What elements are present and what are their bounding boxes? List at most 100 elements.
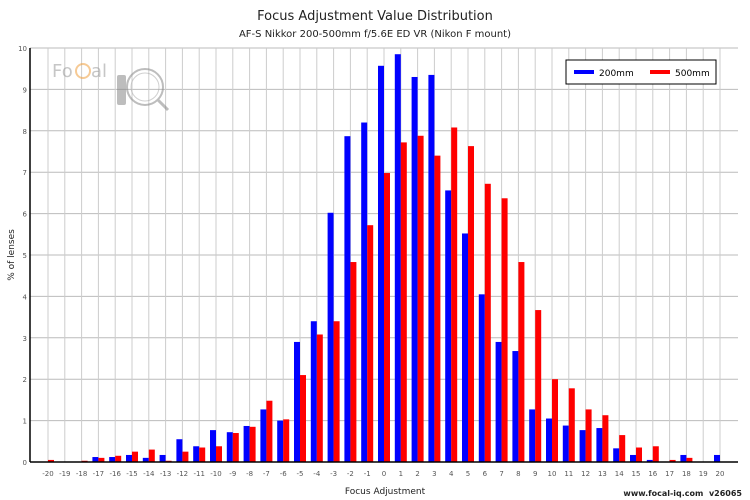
x-tick-label: -3 [330, 470, 337, 478]
bar-200mm [714, 454, 720, 462]
bar-200mm [277, 420, 284, 462]
x-tick-label: 11 [564, 470, 573, 478]
x-tick-label: 17 [665, 470, 674, 478]
x-tick-label: -16 [109, 470, 121, 478]
bar-500mm [585, 409, 592, 462]
bar-200mm [344, 136, 351, 462]
y-tick-label: 9 [23, 86, 27, 94]
x-tick-label: -4 [313, 470, 321, 478]
bar-200mm [176, 439, 183, 462]
bar-200mm [562, 425, 569, 462]
bar-500mm [333, 321, 340, 462]
x-axis-label: Focus Adjustment [345, 487, 426, 497]
x-tick-label: 19 [699, 470, 708, 478]
bar-500mm [669, 459, 676, 462]
x-tick-label: -12 [177, 470, 188, 478]
bar-500mm [216, 446, 222, 462]
bar-500mm [316, 334, 323, 462]
x-tick-label: 7 [499, 470, 503, 478]
bar-200mm [546, 418, 552, 462]
y-tick-label: 7 [23, 169, 27, 177]
x-tick-label: 20 [716, 470, 725, 478]
bar-500mm [367, 225, 374, 462]
y-tick-label: 6 [23, 211, 28, 219]
bar-200mm [378, 65, 384, 462]
bar-500mm [249, 426, 256, 462]
bar-500mm [98, 457, 105, 462]
bar-200mm [512, 351, 519, 462]
x-tick-label: 10 [548, 470, 557, 478]
bar-500mm [148, 449, 155, 462]
x-tick-label: -17 [93, 470, 104, 478]
bar-500mm [232, 433, 239, 462]
bar-500mm [400, 142, 407, 462]
x-tick-label: -6 [280, 470, 288, 478]
x-tick-label: 0 [382, 470, 386, 478]
bar-200mm [478, 294, 485, 462]
bar-500mm [468, 146, 474, 463]
bar-200mm [142, 457, 149, 462]
x-tick-label: -2 [347, 470, 354, 478]
x-tick-label: -9 [229, 470, 236, 478]
x-tick-label: -8 [246, 470, 253, 478]
bar-200mm [411, 76, 418, 462]
bar-200mm [193, 446, 200, 462]
x-tick-label: 16 [648, 470, 657, 478]
x-tick-label: 5 [466, 470, 470, 478]
legend: 200mm 500mm [565, 59, 717, 85]
y-tick-label: 10 [18, 45, 27, 53]
bar-200mm [260, 409, 267, 462]
x-tick-label: 2 [415, 470, 419, 478]
bar-500mm [636, 447, 642, 462]
bar-200mm [109, 457, 116, 462]
bar-200mm [646, 459, 653, 462]
bar-200mm [680, 454, 687, 462]
bar-500mm [686, 457, 693, 462]
bar-200mm [445, 190, 452, 462]
bar-500mm [384, 173, 390, 462]
bar-200mm [613, 448, 620, 462]
x-tick-label: -5 [297, 470, 304, 478]
x-tick-label: -13 [160, 470, 171, 478]
bar-500mm [48, 459, 54, 462]
bar-500mm [434, 155, 441, 462]
bar-500mm [115, 455, 122, 462]
legend-500mm: 500mm [675, 69, 710, 79]
bar-200mm [630, 454, 636, 462]
bar-500mm [417, 135, 424, 462]
x-tick-label: 6 [483, 470, 488, 478]
bar-500mm [182, 451, 189, 462]
bars [48, 54, 720, 463]
bar-200mm [462, 233, 468, 462]
x-tick-label: 9 [533, 470, 537, 478]
x-tick-label: -18 [76, 470, 87, 478]
x-tick-label: 14 [615, 470, 624, 478]
x-tick-label: -20 [42, 470, 53, 478]
x-tick-label: -14 [143, 470, 155, 478]
bar-200mm [226, 432, 233, 462]
x-tick-label: 4 [449, 470, 454, 478]
x-tick-label: 13 [598, 470, 607, 478]
bar-500mm [484, 183, 491, 463]
x-tick-label: 3 [432, 470, 436, 478]
svg-text:Fo: Fo [52, 61, 73, 82]
bar-200mm [579, 430, 586, 462]
bar-500mm [518, 262, 525, 462]
x-tick-label: 18 [682, 470, 691, 478]
bar-500mm [652, 446, 659, 462]
bar-200mm [428, 74, 435, 462]
x-tick-label: 8 [516, 470, 520, 478]
bar-200mm [294, 341, 300, 462]
bar-200mm [495, 341, 502, 462]
chart-subtitle: AF-S Nikkor 200-500mm f/5.6E ED VR (Niko… [239, 29, 511, 40]
x-tick-label: 15 [632, 470, 641, 478]
x-tick-label: -15 [126, 470, 137, 478]
bar-500mm [300, 375, 306, 462]
bar-200mm [243, 425, 250, 462]
bar-500mm [619, 435, 626, 462]
y-tick-label: 5 [23, 252, 27, 260]
bar-200mm [92, 457, 99, 462]
x-tick-label: -19 [59, 470, 70, 478]
bar-500mm [535, 310, 542, 462]
